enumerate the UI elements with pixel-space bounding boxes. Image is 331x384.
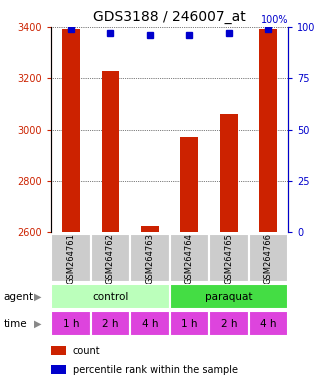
Bar	[141, 226, 159, 232]
Bar	[51, 284, 169, 309]
Text: 1 h: 1 h	[181, 318, 198, 329]
Text: 1 h: 1 h	[63, 318, 79, 329]
Text: GSM264763: GSM264763	[145, 233, 155, 284]
Text: GSM264764: GSM264764	[185, 233, 194, 284]
Text: 4 h: 4 h	[142, 318, 158, 329]
Bar	[209, 311, 249, 336]
Bar	[180, 137, 198, 232]
Title: GDS3188 / 246007_at: GDS3188 / 246007_at	[93, 10, 246, 25]
Bar	[102, 71, 119, 232]
Bar	[169, 234, 209, 282]
Bar	[62, 30, 80, 232]
Bar	[249, 311, 288, 336]
Text: control: control	[92, 291, 129, 302]
Text: 4 h: 4 h	[260, 318, 276, 329]
Bar	[169, 311, 209, 336]
Text: GSM264765: GSM264765	[224, 233, 233, 284]
Bar	[169, 284, 288, 309]
Text: percentile rank within the sample: percentile rank within the sample	[72, 365, 238, 375]
Bar	[91, 311, 130, 336]
Text: paraquat: paraquat	[205, 291, 253, 302]
Text: ▶: ▶	[34, 291, 42, 302]
Bar	[220, 114, 238, 232]
Bar	[249, 234, 288, 282]
Bar	[260, 30, 277, 232]
Bar	[130, 311, 169, 336]
Text: 100%: 100%	[260, 15, 288, 25]
Text: time: time	[3, 318, 27, 329]
Text: 2 h: 2 h	[102, 318, 119, 329]
Text: agent: agent	[3, 291, 33, 302]
Bar	[51, 311, 91, 336]
Bar	[91, 234, 130, 282]
Text: GSM264766: GSM264766	[264, 233, 273, 284]
Bar	[51, 346, 66, 355]
Text: 2 h: 2 h	[220, 318, 237, 329]
Text: GSM264761: GSM264761	[67, 233, 75, 284]
Text: count: count	[72, 346, 100, 356]
Bar	[130, 234, 169, 282]
Text: ▶: ▶	[34, 318, 42, 329]
Bar	[51, 365, 66, 374]
Bar	[51, 234, 91, 282]
Text: GSM264762: GSM264762	[106, 233, 115, 284]
Bar	[209, 234, 249, 282]
